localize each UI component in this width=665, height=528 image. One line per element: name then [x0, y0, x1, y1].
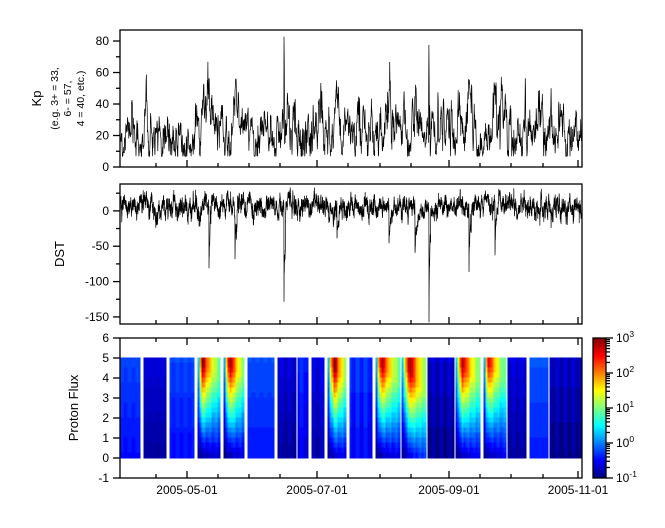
svg-text:2005-11-01: 2005-11-01	[548, 483, 609, 497]
svg-text:-150: -150	[85, 310, 109, 324]
svg-text:40: 40	[96, 97, 110, 111]
svg-text:80: 80	[96, 34, 110, 48]
svg-text:DST: DST	[52, 241, 67, 267]
svg-text:2005-09-01: 2005-09-01	[418, 483, 480, 497]
svg-text:1: 1	[102, 431, 109, 445]
svg-text:-1: -1	[98, 471, 109, 485]
svg-text:2: 2	[102, 411, 109, 425]
svg-text:-100: -100	[85, 275, 109, 289]
svg-text:2005-07-01: 2005-07-01	[286, 483, 348, 497]
svg-text:-50: -50	[92, 239, 110, 253]
svg-text:5: 5	[102, 351, 109, 365]
svg-text:(e.g. 3+ = 33,: (e.g. 3+ = 33,	[49, 67, 61, 129]
svg-text:6: 6	[102, 331, 109, 345]
svg-text:4: 4	[102, 371, 109, 385]
svg-text:4 = 40, etc.): 4 = 40, etc.)	[75, 71, 87, 127]
svg-text:Kp: Kp	[29, 91, 44, 107]
svg-text:Proton Flux: Proton Flux	[66, 374, 81, 441]
svg-text:0: 0	[102, 451, 109, 465]
svg-text:0: 0	[102, 160, 109, 174]
svg-text:2005-05-01: 2005-05-01	[156, 483, 218, 497]
svg-text:6- = 57,: 6- = 57,	[62, 81, 74, 117]
svg-text:3: 3	[102, 391, 109, 405]
svg-text:0: 0	[102, 204, 109, 218]
svg-text:60: 60	[96, 66, 110, 80]
svg-text:20: 20	[96, 129, 110, 143]
